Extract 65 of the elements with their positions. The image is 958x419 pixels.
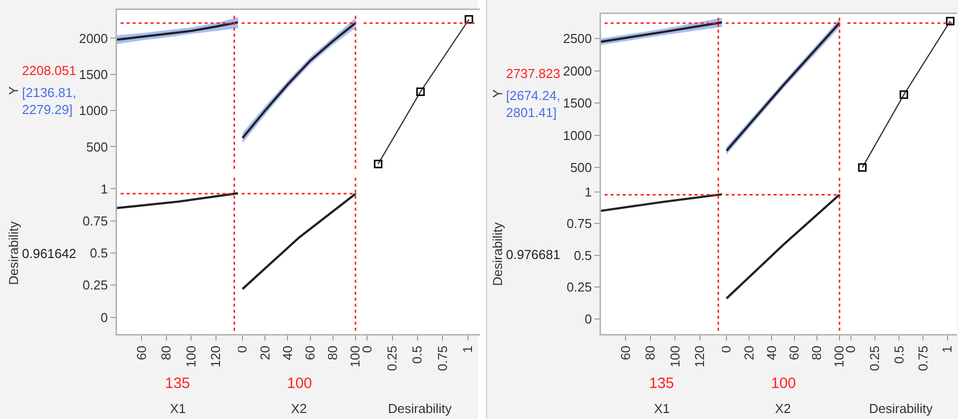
y-tick-label: 1 — [100, 181, 108, 196]
x-tick-label: 100 — [667, 346, 682, 368]
x-tick-label: 120 — [692, 346, 708, 368]
y-tick-label: 1000 — [562, 128, 592, 143]
x-tick-label: 0.75 — [434, 346, 450, 372]
x-axis-title: X2 — [775, 401, 791, 416]
y-axis-title: Y — [6, 86, 21, 95]
x-tick-label: 0.5 — [410, 346, 425, 364]
y-tick-label: 500 — [86, 139, 108, 154]
y-tick-label: 0.25 — [566, 280, 592, 295]
x-tick-label: 20 — [741, 346, 756, 360]
x-tick-label: 40 — [280, 346, 295, 360]
y-tick-label: 0.5 — [574, 248, 592, 263]
y-axis-title: Desirability — [6, 220, 21, 285]
x-axis-title: Desirability — [388, 401, 452, 416]
y-tick-label: 1000 — [78, 103, 108, 118]
x-tick-label: 0.25 — [384, 346, 400, 372]
text: 0.976681 — [506, 247, 560, 262]
y-tick-label: 0 — [100, 310, 108, 325]
x-tick-label: 80 — [809, 346, 824, 360]
ref-line-label: 2737.823 — [506, 66, 560, 81]
y-tick-label: 0.5 — [90, 246, 108, 261]
y-tick-label: 0.75 — [82, 213, 108, 228]
ref-line-label: 100 — [771, 375, 796, 392]
y-tick-label: 1500 — [562, 96, 592, 111]
y-axis-title: Desirability — [490, 222, 505, 286]
x-tick-label: 60 — [302, 346, 318, 360]
x-tick-label: 80 — [325, 346, 340, 360]
x-tick-label: 0.25 — [867, 346, 882, 372]
y-tick-label: 0.75 — [566, 216, 592, 232]
x-axis-title: X1 — [654, 401, 670, 416]
x-tick-label: 40 — [764, 346, 779, 360]
ref-line-label: 135 — [165, 375, 190, 392]
x-tick-label: 1 — [940, 346, 955, 353]
x-tick-label: 80 — [158, 346, 174, 360]
x-tick-label: 1 — [460, 346, 476, 353]
y-tick-label: 2000 — [562, 63, 592, 78]
x-axis-title: X2 — [291, 401, 307, 416]
x-axis-title: Desirability — [869, 401, 934, 416]
ref-line-label: 100 — [287, 375, 312, 392]
text: [2136.81, 2279.29] — [22, 85, 76, 117]
y-tick-label: 500 — [570, 160, 592, 176]
y-tick-label: 0 — [584, 311, 592, 326]
y-tick-label: 0.25 — [82, 278, 108, 293]
x-tick-label: 20 — [257, 346, 272, 360]
y-axis-title: Y — [490, 89, 505, 98]
x-tick-label: 120 — [208, 346, 224, 368]
y-tick-label: 1500 — [78, 66, 108, 82]
text: 0.961642 — [22, 246, 76, 261]
ref-line-label: 2208.051 — [22, 63, 76, 78]
x-tick-label: 60 — [786, 346, 802, 360]
x-tick-label: 0 — [234, 346, 250, 353]
text: [2674.24, 2801.41] — [506, 88, 560, 120]
y-tick-label: 2000 — [78, 30, 108, 46]
x-axis-title: X1 — [170, 401, 186, 416]
x-tick-label: 100 — [183, 346, 198, 368]
y-tick-label: 2500 — [562, 31, 592, 46]
y-tick-label: 1 — [584, 184, 592, 200]
x-tick-label: 0.75 — [915, 346, 930, 372]
x-tick-label: 80 — [642, 346, 658, 360]
x-tick-label: 60 — [618, 346, 633, 360]
ref-line-label: 135 — [649, 375, 674, 392]
x-tick-label: 0 — [718, 346, 734, 353]
x-tick-label: 60 — [134, 346, 149, 360]
x-tick-label: 0.5 — [891, 346, 906, 364]
